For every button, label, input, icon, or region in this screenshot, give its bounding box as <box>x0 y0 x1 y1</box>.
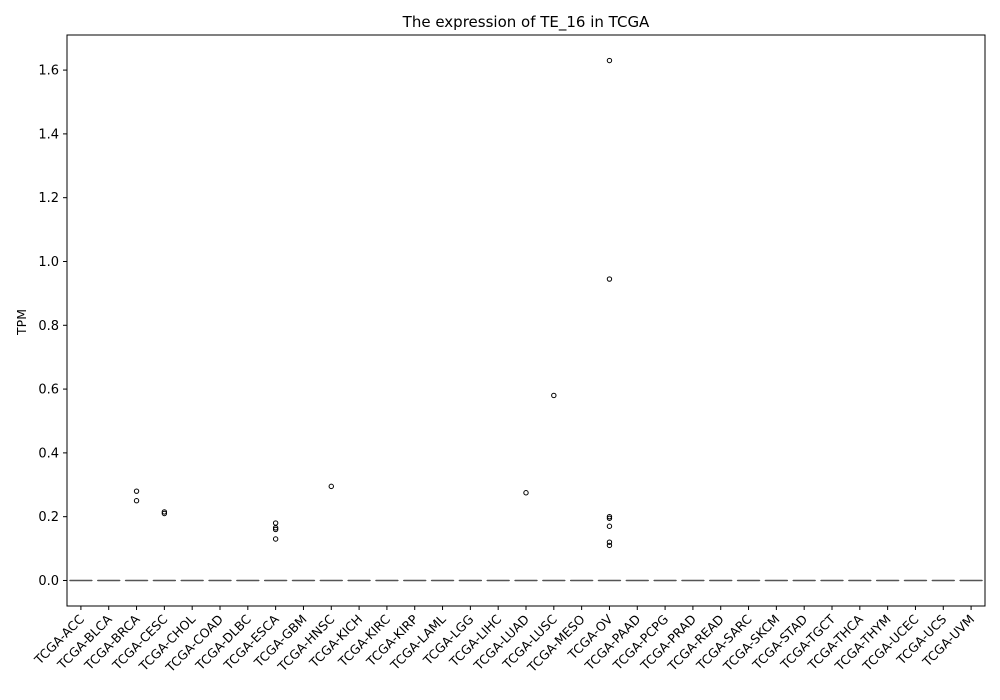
y-tick-label: 0.4 <box>38 446 59 461</box>
outlier-point <box>272 526 279 533</box>
outlier-point <box>328 483 334 490</box>
y-tick-label: 1.4 <box>38 127 59 142</box>
y-tick-label: 0.2 <box>38 510 59 525</box>
outlier-point <box>133 498 140 504</box>
outlier-point <box>161 509 168 515</box>
y-tick-label: 0.8 <box>38 319 59 334</box>
plot-frame <box>66 34 986 607</box>
y-tick-label: 1.0 <box>38 255 59 270</box>
y-axis: 0.0 0.2 0.4 0.6 0.8 1.0 1.2 1.4 1.6 <box>38 64 67 589</box>
outlier-point <box>272 536 279 542</box>
outlier-point <box>551 392 557 399</box>
outlier-series <box>133 57 613 549</box>
chart-title: The expression of TE_16 in TCGA <box>402 13 650 32</box>
y-tick-label: 0.0 <box>38 574 59 589</box>
outlier-point <box>606 515 613 521</box>
outlier-point <box>606 542 613 549</box>
outlier-point <box>606 523 613 529</box>
y-tick-label: 1.2 <box>38 191 59 206</box>
y-tick-label: 0.6 <box>38 383 59 398</box>
outlier-point <box>161 510 168 517</box>
outlier-point <box>606 513 613 520</box>
y-axis-label: TPM <box>14 309 29 336</box>
outlier-point <box>523 490 529 496</box>
outlier-point <box>606 539 613 545</box>
outlier-point <box>606 276 613 282</box>
y-tick-label: 1.6 <box>38 64 59 79</box>
x-axis: TCGA-ACCTCGA-BLCATCGA-BRCATCGA-CESCTCGA-… <box>31 606 977 676</box>
outlier-point <box>133 488 140 494</box>
outlier-point <box>272 525 279 531</box>
outlier-point <box>606 57 613 64</box>
